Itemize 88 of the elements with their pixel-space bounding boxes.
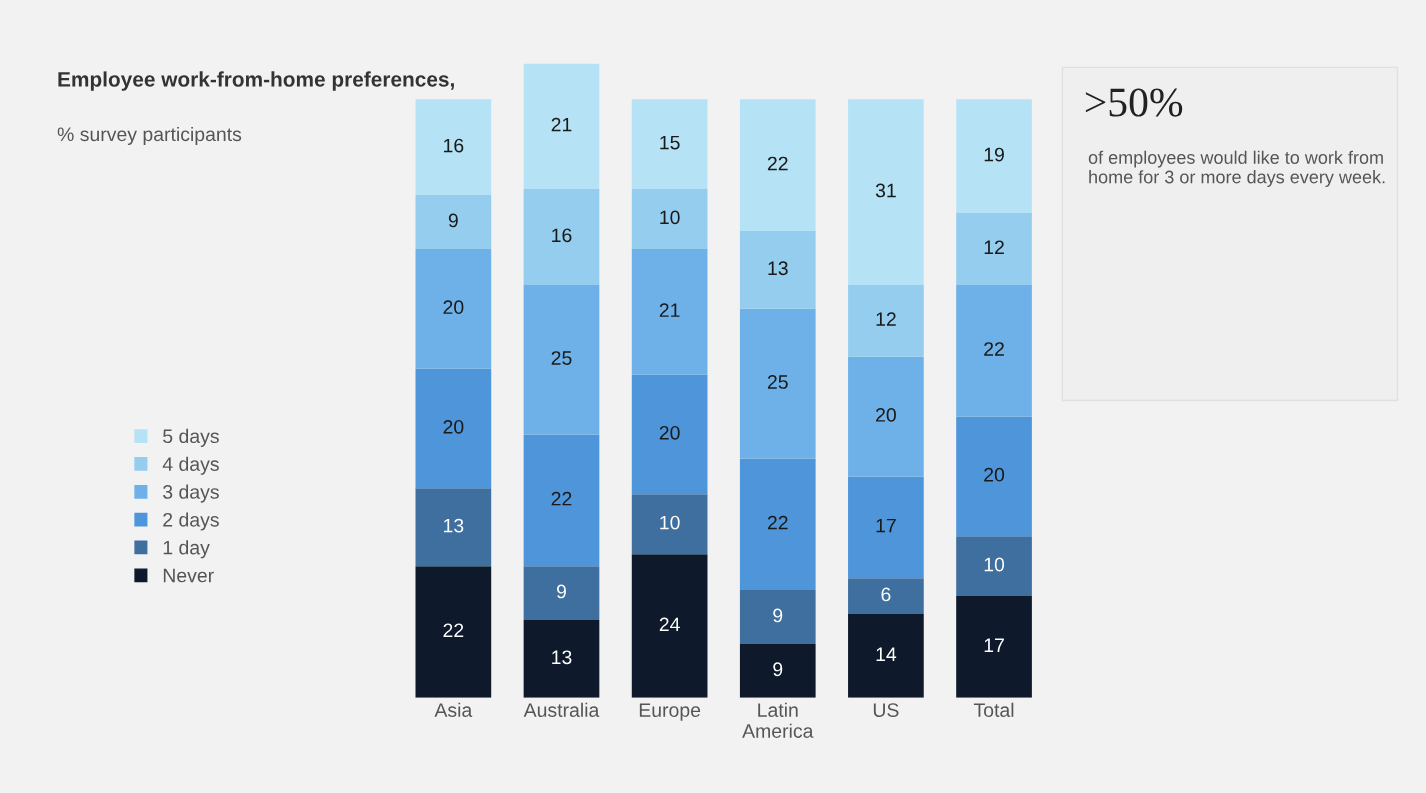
legend-label: 1 day — [163, 540, 210, 559]
data-label: 9 — [556, 584, 566, 599]
data-label: 25 — [767, 375, 788, 389]
bar — [631, 99, 708, 190]
x-tick-label: US — [873, 703, 899, 717]
data-label: 21 — [551, 117, 572, 132]
bar — [848, 284, 924, 357]
bar — [523, 434, 600, 567]
data-label: 9 — [773, 608, 783, 623]
bar — [523, 189, 600, 285]
data-label: 9 — [773, 662, 783, 677]
bar — [956, 416, 1032, 537]
bar — [739, 231, 816, 309]
data-label: 16 — [552, 228, 572, 243]
data-label: 25 — [551, 351, 572, 365]
data-label: 20 — [984, 467, 1005, 482]
data-label: 17 — [984, 638, 1004, 652]
x-tick-label: Australia — [523, 702, 600, 717]
data-label: 22 — [551, 491, 572, 506]
bar — [415, 488, 492, 567]
data-label: 17 — [876, 518, 896, 533]
bar — [956, 284, 1032, 417]
data-label: 10 — [660, 210, 680, 225]
bar — [631, 189, 708, 249]
data-label: 31 — [875, 183, 896, 198]
data-label: 14 — [876, 647, 897, 661]
data-label: 13 — [552, 650, 572, 665]
legend-label: 2 days — [163, 512, 219, 531]
bar — [523, 63, 600, 190]
bar — [739, 308, 816, 459]
bar — [848, 99, 924, 285]
data-label: 9 — [448, 213, 458, 228]
bar — [415, 195, 492, 249]
bar — [523, 284, 600, 435]
bar — [848, 476, 924, 579]
bar — [739, 458, 816, 591]
data-label: 22 — [767, 156, 788, 171]
bar — [631, 494, 708, 555]
bar — [523, 566, 600, 621]
bar — [631, 374, 708, 495]
data-label: 22 — [443, 623, 464, 638]
bar — [415, 368, 492, 489]
legend-label: 3 days — [163, 484, 219, 503]
data-label: 24 — [659, 617, 680, 632]
text: % survey participants — [57, 126, 242, 146]
data-label: 12 — [876, 312, 896, 326]
data-label: 20 — [443, 300, 464, 315]
data-label: 13 — [444, 518, 464, 533]
bar — [739, 99, 816, 232]
text: of employees would like to work from home for 3 or more days every week. — [1088, 150, 1385, 187]
bar — [739, 643, 816, 698]
data-label: 19 — [984, 147, 1004, 162]
bar — [848, 356, 924, 477]
bar — [415, 566, 492, 698]
bar — [956, 536, 1032, 597]
data-label: 15 — [660, 135, 680, 150]
chart-title: Employee work-from-home preferences, — [58, 71, 454, 91]
legend-label: 5 days — [163, 428, 219, 447]
bar — [848, 578, 924, 615]
bar — [956, 99, 1032, 214]
bar — [956, 596, 1032, 698]
bar — [956, 213, 1032, 285]
data-label: 13 — [768, 261, 788, 276]
x-tick-label: Total — [973, 702, 1014, 717]
data-label: 6 — [881, 587, 891, 602]
x-tick-label: Europe — [639, 703, 701, 721]
data-label: 20 — [659, 425, 680, 440]
data-label: 20 — [443, 419, 464, 434]
data-label: 21 — [659, 303, 680, 317]
bar — [415, 99, 492, 196]
data-label: 16 — [444, 138, 464, 153]
data-label: 12 — [984, 240, 1004, 254]
legend-label: Never — [163, 568, 214, 583]
data-label: 22 — [767, 515, 788, 530]
bar — [631, 554, 708, 698]
data-label: 10 — [984, 557, 1005, 572]
data-label: 10 — [660, 515, 680, 530]
data-label: 22 — [984, 342, 1004, 356]
x-tick-label: Latin America — [742, 702, 814, 738]
bar — [631, 248, 708, 375]
bar — [739, 590, 816, 644]
legend-label: 4 days — [162, 456, 219, 475]
bar — [415, 248, 492, 369]
data-label: 20 — [876, 408, 896, 422]
x-tick-label: Asia — [434, 702, 473, 717]
bar — [523, 620, 600, 698]
bar — [848, 614, 924, 698]
text: >50% — [1085, 88, 1183, 117]
